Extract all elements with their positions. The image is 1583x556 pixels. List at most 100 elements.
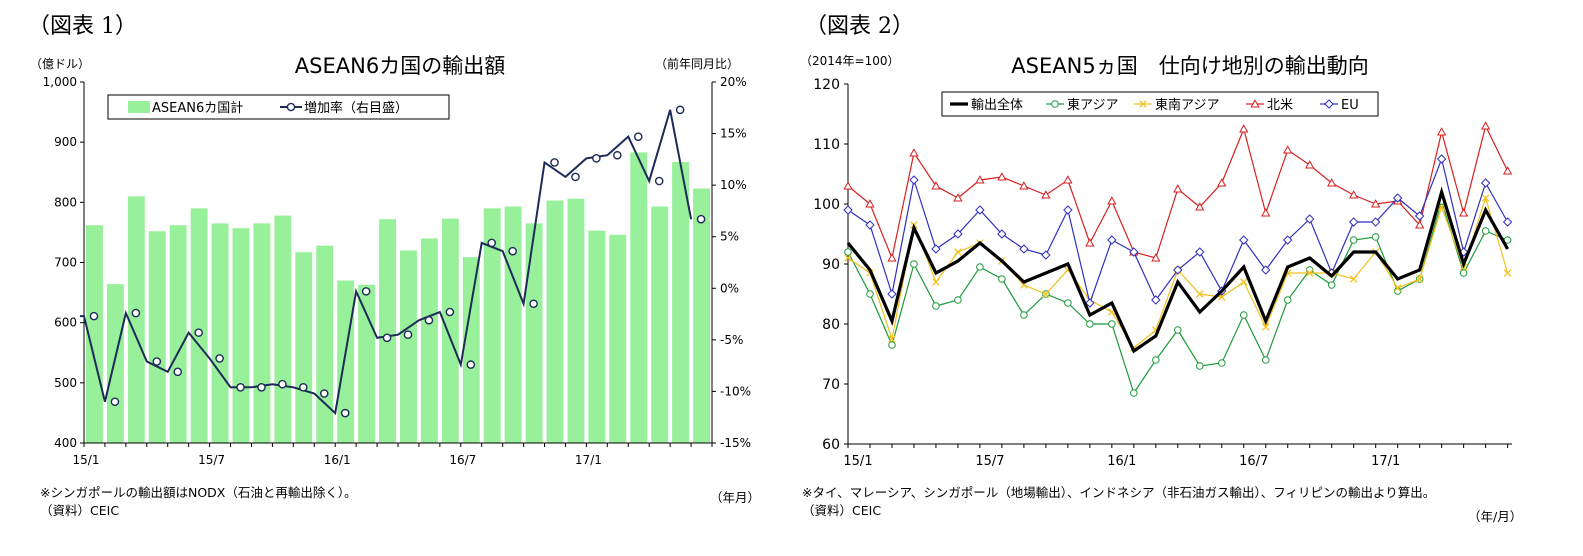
series-4-point-26	[1414, 211, 1425, 221]
line-point-16	[424, 315, 434, 325]
chart-title-2: ASEAN5ヵ国 仕向け地別の輸出動向	[1011, 54, 1369, 78]
bar-13	[358, 284, 376, 443]
series-1-point-28	[1459, 269, 1468, 277]
series-4-point-30	[1502, 217, 1513, 227]
legend-2-label-3: 北米	[1267, 98, 1293, 113]
series-3-point-5	[953, 193, 963, 202]
series-4-point-23	[1348, 217, 1359, 227]
y2-tick-label-1-0: -15%	[720, 436, 751, 450]
series-1-point-24	[1371, 233, 1380, 241]
series-3-point-12	[1107, 196, 1117, 205]
series-3-point-17	[1217, 178, 1227, 187]
line-point-12	[340, 408, 350, 418]
series-4-point-10	[1063, 205, 1073, 215]
series-4-point-20	[1283, 235, 1293, 245]
bar-27	[651, 206, 669, 443]
series-2-point-18	[1240, 278, 1248, 286]
series-1-point-13	[1130, 389, 1138, 397]
series-2-point-25	[1393, 284, 1402, 292]
series-3-point-18	[1239, 124, 1249, 133]
series-4-point-12	[1107, 235, 1117, 245]
series-1-point-3	[910, 260, 918, 268]
series-3-point-2	[887, 253, 897, 262]
series-2-point-19	[1261, 323, 1270, 331]
legend-bar-swatch	[128, 101, 150, 113]
series-2-point-2	[888, 335, 896, 343]
chart-title-1: ASEAN6カ国の輸出額	[294, 54, 506, 78]
series-3-point-8	[1019, 181, 1029, 190]
series-2-point-5	[954, 248, 962, 256]
series-3-point-0	[843, 181, 853, 190]
line-point-14	[382, 333, 392, 343]
series-3-point-11	[1085, 238, 1095, 247]
line-point-2	[131, 308, 141, 318]
series-1-point-16	[1195, 362, 1204, 370]
source-2: （資料）CEIC	[802, 503, 882, 518]
series-4-point-5	[953, 229, 963, 239]
series-2-point-30	[1503, 269, 1512, 277]
line-point-15	[403, 330, 413, 340]
y-tick-label-2-5: 110	[813, 137, 840, 153]
bar-24	[588, 230, 606, 443]
series-2-point-29	[1481, 194, 1490, 202]
series-4-point-3	[909, 175, 919, 185]
series-4-point-29	[1480, 178, 1491, 188]
series-3-point-20	[1283, 145, 1293, 154]
line-point-6	[215, 354, 224, 363]
bar-2	[127, 196, 145, 443]
bar-6	[211, 223, 229, 443]
series-1-point-0	[844, 248, 852, 256]
x-tick-label-1-4: 17/1	[575, 453, 602, 467]
y-tick-label-1-6: 1,000	[43, 75, 77, 89]
y2-axis-label-1: （前年同月比）	[655, 57, 740, 71]
series-4-point-7	[997, 229, 1007, 239]
series-3-point-6	[975, 175, 985, 184]
y-tick-label-2-1: 70	[822, 377, 840, 393]
y-tick-label-1-5: 900	[54, 135, 77, 149]
legend-bar-label: ASEAN6カ国計	[152, 100, 243, 116]
series-3-point-14	[1151, 253, 1161, 262]
line-point-0	[89, 311, 99, 321]
bar-4	[169, 225, 187, 443]
series-1-point-23	[1349, 236, 1358, 244]
legend-2-label-1: 東アジア	[1067, 97, 1118, 113]
series-1-point-6	[976, 263, 984, 271]
series-3-point-10	[1063, 175, 1073, 184]
y-tick-label-2-2: 80	[822, 317, 840, 333]
bar-21	[525, 223, 543, 443]
line-growth-rate	[80, 109, 693, 416]
series-3-point-3	[909, 148, 919, 157]
series-1-point-4	[932, 302, 940, 310]
series-3-point-9	[1041, 190, 1051, 199]
series-1-point-1	[866, 290, 874, 298]
series-1-point-12	[1108, 320, 1116, 328]
y-tick-label-1-3: 700	[54, 256, 77, 270]
y2-tick-label-1-6: 15%	[720, 127, 747, 141]
line-point-25	[613, 150, 622, 160]
panel-label-2: （図表 2）	[805, 14, 914, 39]
bar-19	[483, 208, 501, 443]
bar-22	[546, 200, 564, 443]
bar-20	[504, 206, 522, 443]
bar-0	[86, 225, 103, 443]
legend-2-marker-3	[1250, 99, 1260, 108]
y2-tick-label-1-3: 0%	[720, 281, 739, 295]
note-2: ※タイ、マレーシア、シンガポール（地場輸出）、インドネシア（非石油ガス輸出）、フ…	[802, 485, 1436, 500]
series-4-point-4	[931, 244, 941, 254]
bar-17	[441, 218, 459, 443]
legend-2-marker-2	[1139, 100, 1147, 108]
series-3-point-7	[997, 172, 1007, 181]
bar-5	[190, 208, 208, 443]
legend-line-label: 増加率（右目盛）	[304, 100, 408, 116]
bar-18	[462, 257, 480, 443]
legend-2	[941, 91, 1379, 117]
series-line-0	[846, 186, 1509, 354]
line-point-7	[236, 383, 245, 392]
series-3-point-27	[1436, 127, 1447, 136]
bar-15	[400, 250, 417, 443]
series-1-point-5	[954, 296, 962, 304]
series-3-point-4	[931, 181, 941, 190]
x-tick-label-2-3: 16/7	[1239, 454, 1268, 469]
x-tick-label-2-4: 17/1	[1371, 454, 1400, 469]
line-point-8	[257, 383, 266, 392]
